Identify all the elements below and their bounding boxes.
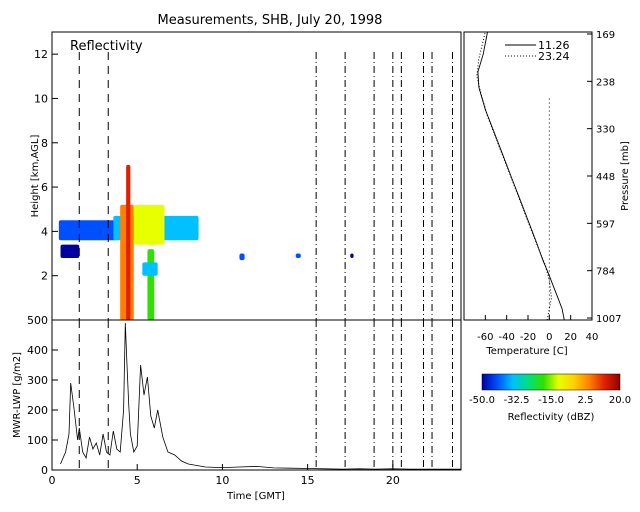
reflectivity-echo (295, 253, 301, 258)
reflectivity-echo (147, 249, 155, 320)
lwp-panel: 0 100 200 300 400 500 0 5 10 15 20 MWR-LWP [g/m2]… (12, 314, 462, 502)
reflectivity-echo (126, 164, 131, 320)
pressure-tick-label: 784 (596, 267, 615, 278)
reflectivity-y-ticks: 2 4 6 8 10 12 (34, 48, 58, 283)
pressure-tick-label: 597 (596, 219, 615, 230)
legend-entry-1: 11.26 (538, 39, 570, 52)
temperature-series-2-line (476, 31, 553, 321)
temperature-series-1-line (477, 31, 565, 321)
pressure-tick-label: 1007 (596, 314, 621, 325)
temperature-x-tick-label: -40 (498, 332, 514, 343)
reflectivity-echo (142, 262, 158, 276)
time-axis-label: Time [GMT] (226, 491, 285, 502)
colorbar-tick-label: -50.0 (469, 395, 495, 406)
lwp-y-ticks: 0 100 200 300 400 500 (27, 314, 58, 477)
lwp-y-tick-label: 100 (27, 434, 48, 447)
reflectivity-echo (60, 244, 80, 258)
reflectivity-guide-lines (78, 52, 453, 320)
lwp-x-ticks: 0 5 10 15 20 (49, 464, 400, 487)
pressure-tick-label: 169 (596, 30, 615, 41)
temperature-x-tick-label: 40 (586, 332, 599, 343)
reflectivity-echo (350, 253, 354, 258)
reflectivity-echo (239, 253, 245, 261)
temperature-legend: 11.26 23.24 (505, 39, 570, 63)
reflectivity-y-tick-label: 8 (41, 137, 48, 150)
pressure-tick-label: 330 (596, 125, 615, 136)
lwp-y-tick-label: 0 (41, 464, 48, 477)
temperature-x-tick-label: -60 (477, 332, 493, 343)
reflectivity-panel: 2 4 6 8 10 12 Reflectivity Height [km,AGL] (30, 31, 462, 321)
time-x-tick-label: 15 (301, 474, 315, 487)
lwp-guide-lines (78, 320, 453, 470)
lwp-y-tick-label: 500 (27, 314, 48, 327)
reflectivity-y-axis-label: Height [km,AGL] (30, 135, 41, 218)
legend-entry-2: 23.24 (538, 50, 570, 63)
reflectivity-frame (51, 31, 462, 321)
pressure-ticks: 169 238 330 448 597 784 1007 (587, 30, 621, 325)
figure-title: Measurements, SHB, July 20, 1998 (158, 13, 383, 28)
pressure-tick-label: 448 (596, 172, 615, 183)
colorbar-ticks: -50.0 -32.5 -15.0 2.5 20.0 (469, 395, 631, 406)
lwp-frame (51, 319, 462, 471)
reflectivity-y-tick-label: 6 (41, 181, 48, 194)
colorbar-tick-label: -15.0 (538, 395, 564, 406)
time-x-tick-label: 5 (134, 474, 141, 487)
temperature-x-tick-label: -20 (520, 332, 536, 343)
temperature-x-axis-label: Temperature [C] (485, 346, 567, 357)
reflectivity-echo (133, 204, 165, 245)
lwp-y-tick-label: 400 (27, 344, 48, 357)
lwp-y-axis-label: MWR-LWP [g/m2] (12, 352, 23, 438)
time-x-tick-label: 20 (386, 474, 400, 487)
colorbar-bar (481, 373, 621, 391)
reflectivity-regions (58, 164, 354, 320)
reflectivity-y-tick-label: 12 (34, 48, 48, 61)
reflectivity-y-tick-label: 4 (41, 225, 48, 238)
reflectivity-panel-title: Reflectivity (70, 39, 143, 54)
colorbar-tick-label: 20.0 (609, 395, 631, 406)
reflectivity-echo (58, 220, 117, 241)
temperature-frame (463, 31, 593, 321)
pressure-tick-label: 238 (596, 77, 615, 88)
reflectivity-y-tick-label: 2 (41, 270, 48, 283)
colorbar-tick-label: 2.5 (578, 395, 594, 406)
temperature-x-ticks: -60 -40 -20 0 20 40 (477, 315, 598, 343)
time-x-tick-label: 0 (49, 474, 56, 487)
time-x-tick-label: 10 (215, 474, 229, 487)
colorbar-label: Reflectivity (dBZ) (508, 412, 595, 423)
lwp-y-tick-label: 300 (27, 374, 48, 387)
temperature-x-tick-label: 0 (546, 332, 552, 343)
temperature-x-tick-label: 20 (564, 332, 577, 343)
reflectivity-y-tick-label: 10 (34, 92, 48, 105)
temperature-profile-panel: -60 -40 -20 0 20 40 169 238 330 448 597 784 1007 Te… (463, 30, 631, 357)
colorbar: -50.0 -32.5 -15.0 2.5 20.0 Reflectivity (dBZ… (469, 373, 631, 423)
pressure-axis-label: Pressure [mb] (620, 141, 631, 211)
colorbar-tick-label: -32.5 (504, 395, 530, 406)
lwp-y-tick-label: 200 (27, 404, 48, 417)
